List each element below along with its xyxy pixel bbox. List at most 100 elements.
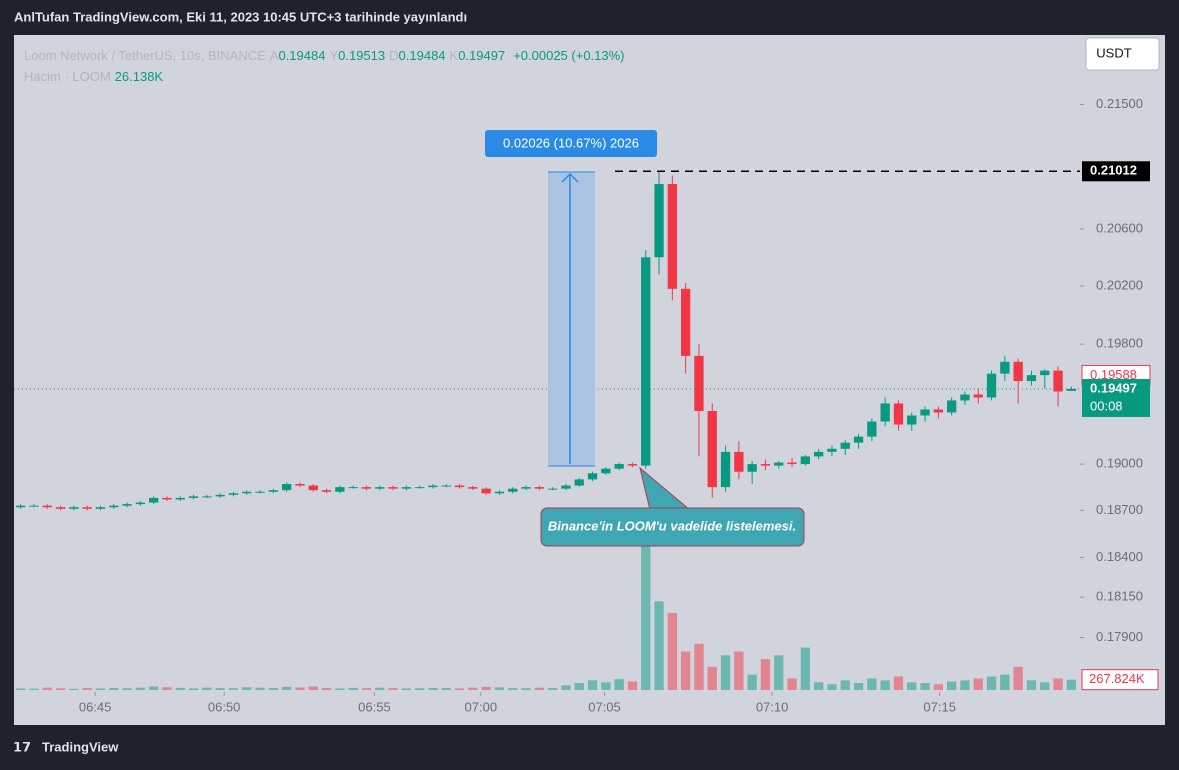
candle-body	[667, 184, 678, 289]
volume-bar	[880, 680, 890, 690]
candle-body	[574, 479, 584, 486]
field-key: Y	[329, 48, 339, 63]
volume-bar	[1000, 674, 1010, 690]
volume-bar	[747, 674, 757, 690]
volume-bar	[694, 643, 704, 690]
volume-bar	[29, 688, 39, 690]
candle-body	[960, 394, 970, 401]
volume-bar	[95, 688, 106, 690]
x-tick-label: 06:50	[208, 699, 241, 714]
candle-body	[641, 257, 651, 466]
countdown: 00:08	[1090, 398, 1123, 413]
volume-bar	[295, 687, 305, 690]
volume-bar	[388, 688, 398, 690]
volume-bar	[308, 686, 318, 690]
candle-body	[202, 496, 212, 498]
candle-body	[15, 505, 26, 508]
candle-body	[55, 507, 66, 509]
measure-label-box	[485, 130, 657, 157]
volume-bar	[853, 683, 864, 690]
volume-bar	[547, 687, 558, 690]
y-tick-label: 0.17900	[1096, 629, 1143, 644]
volume-bar	[82, 687, 92, 690]
volume-bar	[601, 682, 611, 690]
currency-button[interactable]	[1085, 37, 1160, 71]
candle-body	[893, 403, 904, 425]
volume-bar	[867, 678, 877, 690]
volume-bar	[1026, 680, 1037, 690]
volume-bar	[202, 687, 212, 690]
volume-bar	[454, 688, 465, 690]
volume-bar	[375, 687, 385, 690]
volume-bar	[42, 687, 52, 690]
candle-body	[614, 464, 624, 469]
volume-name: Hacim · LOOM	[24, 69, 111, 84]
candle-body	[1026, 375, 1037, 382]
volume-bar	[281, 686, 292, 690]
volume-bar	[1053, 678, 1063, 690]
candle-body	[242, 491, 252, 494]
candle-body	[162, 497, 172, 500]
volume-bar	[1040, 682, 1050, 690]
x-tick-label: 06:55	[358, 699, 391, 714]
volume-bar	[428, 687, 438, 690]
candle-body	[587, 473, 598, 480]
candle-body	[867, 421, 877, 437]
prev-tag: 0.19588	[1090, 367, 1137, 382]
volume-bar	[973, 678, 983, 690]
volume-bar	[188, 688, 199, 690]
candle-body	[335, 487, 345, 492]
volume-bar	[335, 688, 345, 690]
x-tick-label: 06:45	[79, 699, 112, 714]
volume-bar	[468, 687, 478, 690]
candle-body	[933, 409, 944, 413]
volume-bar	[960, 680, 970, 690]
y-tick-label: 0.18400	[1096, 549, 1143, 564]
candle-body	[308, 485, 318, 491]
volume-bar	[255, 687, 265, 690]
candle-body	[707, 410, 717, 488]
callout: Binance'in LOOM'u vadelide listelemesi.	[540, 466, 805, 547]
candle-body	[122, 504, 132, 506]
footer-logo: TradingView	[42, 739, 119, 754]
candle-body	[414, 487, 425, 489]
volume-tag: 267.824K	[1089, 671, 1145, 686]
candle-body	[760, 464, 771, 466]
volume-bar	[933, 684, 944, 690]
ohlc-fields: A0.19484 Y0.19513 D0.19484 K0.19497	[270, 48, 509, 63]
candle-body	[601, 468, 611, 474]
volume-bar	[1013, 666, 1023, 690]
candle-body	[295, 484, 305, 486]
volume-bar	[840, 680, 850, 690]
candle-body	[880, 403, 890, 422]
candle-body	[375, 487, 385, 489]
volume-bar	[774, 655, 784, 690]
volume-bar	[521, 688, 531, 690]
x-tick-label: 07:05	[588, 699, 621, 714]
legend-row: Hacim · LOOM 26.138K	[24, 66, 629, 87]
volume-bar	[481, 686, 491, 690]
volume-bar	[508, 688, 518, 690]
volume-bar	[534, 687, 545, 690]
candle-body	[747, 464, 757, 472]
field-value: 0.19484	[278, 48, 326, 63]
candle-body	[534, 487, 545, 489]
candle-body	[281, 484, 292, 491]
candle-body	[361, 487, 372, 489]
volume-bar	[654, 601, 664, 690]
volume-bar	[15, 688, 26, 690]
volume-bar	[667, 612, 678, 690]
candle-body	[388, 487, 398, 489]
volume-bar	[787, 678, 797, 690]
volume-bar	[800, 647, 811, 690]
candle-body	[135, 502, 146, 505]
field-value: 0.19484	[398, 48, 446, 63]
volume-bar	[162, 687, 172, 690]
change: +0.00025 (+0.13%)	[513, 48, 625, 63]
candle-body	[627, 464, 638, 466]
x-tick-label: 07:10	[756, 699, 789, 714]
candle-body	[321, 490, 332, 492]
volume-bar	[827, 684, 837, 690]
field-key: K	[449, 48, 459, 63]
volume-bar	[707, 666, 717, 690]
